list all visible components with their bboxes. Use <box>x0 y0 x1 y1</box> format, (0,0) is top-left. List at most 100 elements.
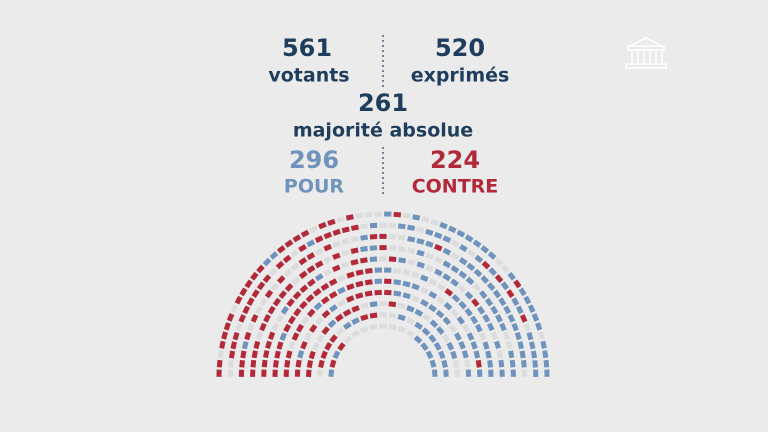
seat <box>486 322 495 332</box>
seat <box>450 308 459 318</box>
seat <box>411 283 420 291</box>
seat <box>355 280 364 288</box>
seat <box>464 359 471 368</box>
seat <box>420 342 429 352</box>
seat <box>238 314 246 323</box>
seat <box>513 279 522 289</box>
contre-label: CONTRE <box>412 176 499 198</box>
seat <box>461 350 469 359</box>
seat <box>450 265 460 274</box>
seat <box>499 322 507 332</box>
seat <box>265 340 272 349</box>
seat <box>359 325 369 334</box>
seat <box>501 264 510 274</box>
seat <box>453 332 462 341</box>
seat <box>364 290 373 297</box>
seat <box>264 289 274 299</box>
seat <box>287 315 296 325</box>
seat <box>323 268 332 277</box>
seat <box>416 249 425 257</box>
seat <box>267 305 276 315</box>
seat <box>511 297 520 306</box>
seat <box>487 360 494 368</box>
seat <box>317 369 323 378</box>
seat <box>441 333 450 343</box>
seat <box>230 304 239 314</box>
seat <box>217 350 224 359</box>
seat <box>254 305 263 315</box>
seat <box>299 284 309 294</box>
seat <box>359 257 368 264</box>
seat <box>360 234 369 241</box>
seat <box>436 296 446 305</box>
seat <box>466 249 476 258</box>
pour-count: 296 <box>289 146 339 174</box>
seat <box>329 304 338 313</box>
seat <box>473 350 481 359</box>
seat <box>459 244 468 253</box>
exprimes-label: exprimés <box>411 65 510 87</box>
seat <box>318 359 325 369</box>
seat <box>369 323 378 331</box>
seat <box>402 212 411 219</box>
seat <box>284 239 294 248</box>
seat <box>291 276 301 286</box>
seat <box>519 350 526 359</box>
seat <box>429 319 439 329</box>
votants-count: 561 <box>282 34 332 62</box>
seat <box>360 223 369 230</box>
seat <box>425 252 434 260</box>
seat <box>481 260 491 270</box>
seat <box>441 359 448 369</box>
seat <box>239 287 248 297</box>
seat <box>502 331 510 341</box>
seat <box>350 236 359 243</box>
seat <box>239 359 245 368</box>
seat <box>397 234 406 241</box>
seat <box>416 226 425 234</box>
seat <box>228 350 236 359</box>
seat <box>278 290 287 299</box>
seat <box>429 359 437 368</box>
seat <box>411 295 421 303</box>
seat <box>320 350 328 360</box>
seat <box>292 234 302 243</box>
seat <box>448 324 457 333</box>
seat <box>442 273 452 282</box>
seat <box>364 211 373 218</box>
seat <box>275 314 284 323</box>
seat <box>500 281 510 291</box>
seat <box>360 302 369 310</box>
seat <box>320 282 330 291</box>
seat <box>425 240 434 248</box>
seat <box>309 324 318 333</box>
seat <box>486 282 496 291</box>
seat <box>407 258 416 266</box>
seat <box>299 300 308 310</box>
seat <box>511 322 519 332</box>
seat <box>329 334 338 343</box>
seat <box>307 308 316 318</box>
seat <box>456 229 466 238</box>
seat <box>314 273 324 282</box>
seat <box>498 297 507 307</box>
seat <box>219 340 226 349</box>
seat <box>447 225 457 234</box>
seat <box>341 226 350 234</box>
contre-count: 224 <box>430 146 480 174</box>
seat <box>496 350 503 359</box>
seat <box>345 214 354 221</box>
seat <box>343 321 352 330</box>
seat <box>244 279 253 289</box>
seat <box>414 308 424 317</box>
seat <box>309 225 319 234</box>
seat <box>228 360 234 368</box>
seat <box>300 340 308 350</box>
seat <box>442 235 452 243</box>
seat <box>250 271 259 281</box>
seat <box>295 359 302 368</box>
seat <box>388 256 397 262</box>
seat <box>532 360 538 368</box>
seat <box>250 314 259 323</box>
seat <box>323 243 333 252</box>
